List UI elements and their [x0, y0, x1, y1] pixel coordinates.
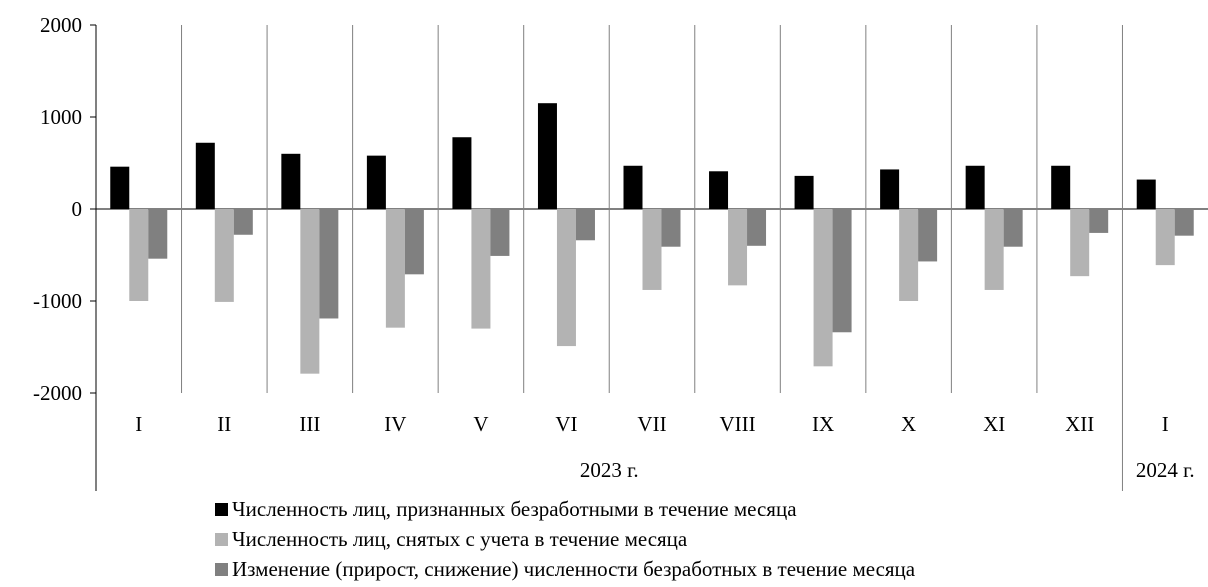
bar-s1-2 [281, 153, 301, 209]
legend-swatch-2 [215, 532, 228, 546]
bar-s3-9 [918, 209, 938, 262]
bar-s2-1 [214, 209, 234, 302]
bar-s1-10 [965, 165, 985, 209]
bar-s2-0 [129, 209, 149, 301]
bar-s2-11 [1070, 209, 1090, 277]
bar-s3-0 [148, 209, 168, 259]
bar-s1-6 [623, 165, 643, 209]
bar-s2-4 [471, 209, 491, 329]
bar-s2-2 [300, 209, 320, 374]
x-tick-label-6: VII [637, 412, 666, 436]
bar-s1-12 [1136, 179, 1156, 209]
bar-s1-3 [366, 155, 386, 209]
x-tick-label-2: III [299, 412, 320, 436]
legend-label-1: Численность лиц, признанных безработными… [232, 496, 797, 521]
y-tick-label-2: 0 [72, 197, 83, 221]
year-group-label-0: 2023 г. [580, 458, 639, 482]
bar-s3-10 [1003, 209, 1023, 247]
x-tick-label-7: VIII [719, 412, 755, 436]
bar-s3-2 [319, 209, 339, 319]
legend-label-2: Численность лиц, снятых с учета в течени… [232, 526, 688, 551]
x-tick-label-11: XII [1065, 412, 1094, 436]
legend-item-3: Изменение (прирост, снижение) численност… [215, 554, 1115, 584]
bar-s2-10 [984, 209, 1004, 290]
bar-s3-7 [747, 209, 767, 246]
bar-s3-5 [575, 209, 595, 241]
year-group-label-1: 2024 г. [1136, 458, 1195, 482]
bar-s3-1 [233, 209, 253, 235]
bar-s2-7 [728, 209, 748, 286]
bar-s2-3 [385, 209, 405, 328]
bar-s3-12 [1174, 209, 1194, 236]
y-tick-label-1: 1000 [40, 105, 82, 129]
y-tick-label-4: -2000 [33, 381, 82, 405]
y-tick-label-0: 2000 [40, 13, 82, 37]
y-tick-label-3: -1000 [33, 289, 82, 313]
legend-swatch-3 [215, 562, 228, 576]
bar-s1-11 [1051, 165, 1071, 209]
bar-s3-3 [404, 209, 424, 275]
x-tick-label-12: I [1162, 412, 1169, 436]
x-tick-label-8: IX [812, 412, 834, 436]
bar-s3-8 [832, 209, 852, 333]
legend-item-2: Численность лиц, снятых с учета в течени… [215, 524, 1115, 554]
x-tick-label-10: XI [983, 412, 1005, 436]
bar-s2-5 [556, 209, 576, 347]
bar-s1-7 [709, 171, 729, 209]
x-tick-label-9: X [901, 412, 916, 436]
x-tick-label-3: IV [384, 412, 406, 436]
bar-s2-12 [1155, 209, 1175, 266]
bar-s1-1 [195, 142, 215, 209]
bar-s3-11 [1089, 209, 1109, 233]
bar-s3-4 [490, 209, 510, 256]
bar-s2-6 [642, 209, 662, 290]
legend-label-3: Изменение (прирост, снижение) численност… [232, 556, 916, 581]
bar-s2-9 [899, 209, 919, 301]
x-tick-label-5: VI [555, 412, 577, 436]
bar-s1-5 [537, 103, 557, 209]
bar-s1-8 [794, 175, 814, 209]
legend: Численность лиц, признанных безработными… [215, 494, 1115, 584]
bar-s3-6 [661, 209, 681, 247]
bar-s1-0 [110, 166, 130, 209]
legend-item-1: Численность лиц, признанных безработными… [215, 494, 1115, 524]
x-tick-label-4: V [473, 412, 488, 436]
legend-swatch-1 [215, 502, 228, 516]
bar-s1-9 [880, 169, 900, 209]
x-tick-label-0: I [135, 412, 142, 436]
bar-s1-4 [452, 137, 472, 209]
x-tick-label-1: II [217, 412, 231, 436]
bar-s2-8 [813, 209, 833, 367]
